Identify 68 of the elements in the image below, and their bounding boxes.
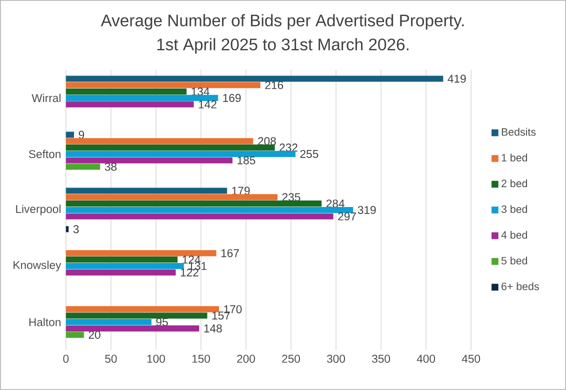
data-label: 142 [198,100,216,108]
bar [66,262,184,270]
bar [66,132,74,138]
x-tick-label: 300 [327,354,346,363]
bar [66,250,216,256]
legend-label: 3 bed [501,205,528,213]
data-label: 20 [88,330,100,339]
data-label: 255 [300,150,318,158]
chart-title: Average Number of Bids per Advertised Property. [100,14,464,30]
bar [66,194,278,200]
legend-label: 6+ beds [502,282,539,290]
bar [66,144,275,151]
bar [66,332,84,338]
x-tick-label: 100 [147,354,165,363]
bar [66,213,334,220]
bar [66,319,152,326]
data-label: 38 [104,162,117,171]
bar [66,76,444,82]
data-label: 148 [204,324,222,332]
data-label: 9 [78,130,84,139]
bar [66,164,100,170]
data-label: 167 [221,249,239,258]
x-tick-label: 150 [192,354,210,363]
data-label: 419 [448,74,466,83]
bar [66,88,187,95]
data-label: 319 [358,206,376,214]
bar [66,94,218,102]
bar [66,256,178,263]
x-tick-label: 0 [63,354,69,363]
chart-subtitle: 1st April 2025 to 31st March 2026. [157,38,408,54]
legend-label: 5 bed [501,256,528,264]
bar [66,138,254,144]
legend-label: 2 bed [502,179,528,188]
x-tick-label: 50 [105,354,117,363]
data-label: 297 [338,212,356,220]
data-label: 170 [224,305,242,314]
data-label: 185 [238,156,256,164]
bar [66,82,260,88]
y-tick-label: Wirral [32,94,60,102]
data-label: 157 [212,312,230,320]
bar [66,101,194,108]
bar [66,269,176,276]
bar [66,150,296,158]
y-tick-label: Halton [29,318,60,326]
bar [66,157,232,164]
data-label: 216 [265,81,284,90]
data-label: 169 [223,94,241,102]
y-tick-label: Knowsley [14,260,62,272]
data-label: 122 [180,268,198,276]
x-tick-label: 350 [372,354,390,363]
bar [66,226,69,232]
data-label: 179 [232,186,250,195]
bar [66,200,322,207]
legend-label: 1 bed [502,154,528,162]
bar [66,306,219,312]
data-label: 3 [73,225,79,234]
legend-label: Bedsits [502,128,536,136]
bar [66,325,200,332]
y-tick-label: Liverpool [16,204,60,216]
bar [66,312,208,319]
x-tick-label: 200 [237,354,255,363]
y-tick-label: Sefton [28,150,60,158]
x-tick-label: 400 [416,354,436,363]
legend-label: 4 bed [501,230,528,239]
bar [66,206,354,214]
bar [66,188,228,194]
x-tick-label: 450 [462,354,480,363]
x-tick-label: 250 [282,354,300,363]
